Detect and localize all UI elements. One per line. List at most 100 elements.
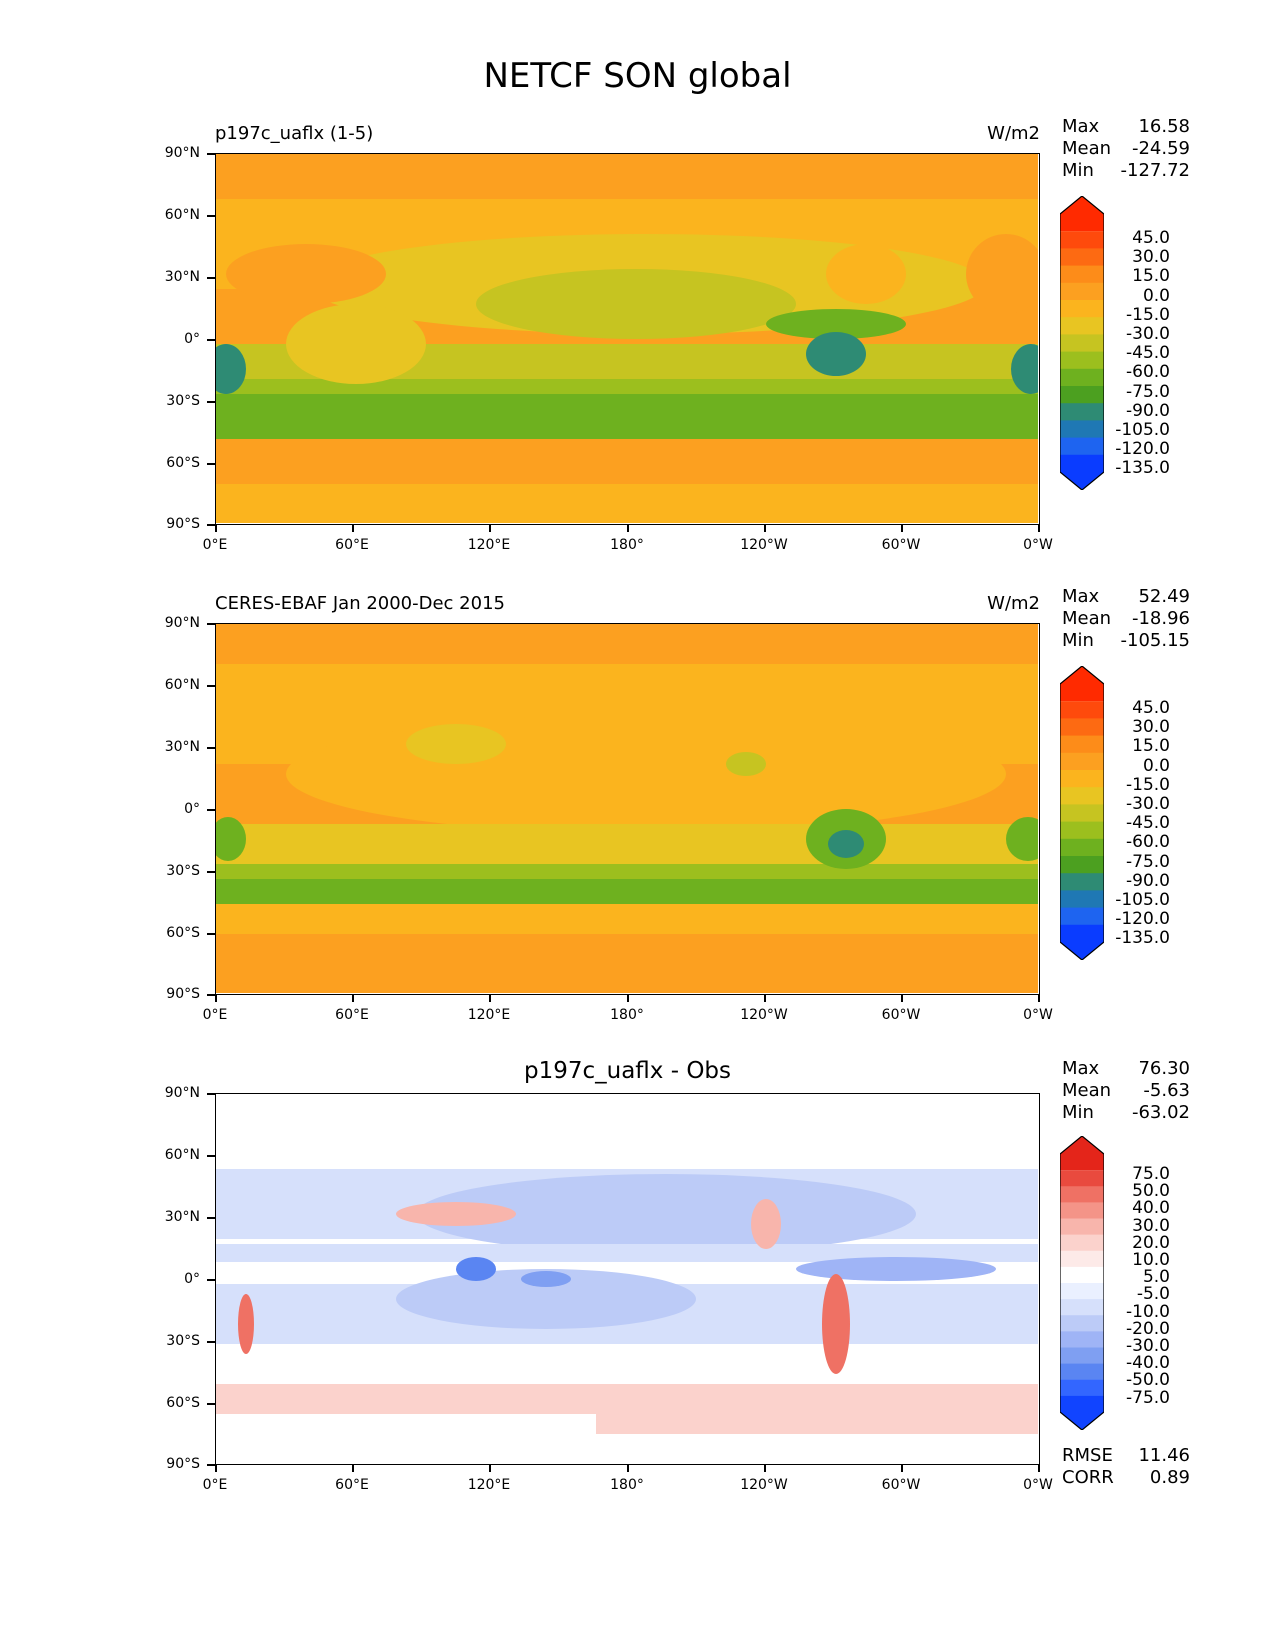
map-obs <box>215 623 1040 995</box>
stat-label: Mean <box>1062 608 1112 629</box>
colorbar-label: -105.0 <box>1115 890 1170 910</box>
colorbar-segment <box>1060 873 1104 891</box>
units-label: W/m2 <box>987 593 1040 614</box>
stat-label: RMSE <box>1062 1445 1113 1466</box>
colorbar-segment <box>1060 666 1104 702</box>
x-tick-label: 120°E <box>467 1007 511 1023</box>
colorbar-segment <box>1060 718 1104 737</box>
x-tick-label: 0°W <box>1023 1007 1053 1023</box>
colorbar-segment <box>1060 924 1104 960</box>
panel-title: p197c_uaflx - Obs <box>523 1058 732 1084</box>
x-tick-label: 180° <box>610 1007 644 1023</box>
y-tick-label: 60°N <box>164 1147 200 1163</box>
colorbar-label: 0.0 <box>1142 755 1170 776</box>
stat-value: -127.72 <box>1120 160 1190 181</box>
map-diff <box>215 1093 1040 1465</box>
colorbar-segment <box>1060 351 1104 370</box>
colorbar-label: -135.0 <box>1115 928 1170 949</box>
x-tick-label: 60°E <box>335 537 369 553</box>
colorbar-segment <box>1060 1202 1104 1219</box>
colorbar-segment <box>1060 386 1104 404</box>
colorbar-label: 30.0 <box>1132 247 1170 268</box>
stat-value: 16.58 <box>1138 116 1190 137</box>
stat-label: Min <box>1062 630 1094 651</box>
colorbar-segment <box>1060 403 1104 421</box>
panel-title: CERES-EBAF Jan 2000-Dec 2015 <box>215 593 505 614</box>
colorbar-label: -135.0 <box>1115 458 1170 479</box>
colorbar-label: -120.0 <box>1115 909 1170 930</box>
colorbar-segment <box>1060 701 1104 719</box>
colorbar-label: -5.0 <box>1136 1284 1170 1305</box>
x-tick-label: 0°E <box>202 1477 228 1493</box>
colorbar-label: -90.0 <box>1126 870 1170 891</box>
colorbar-segment <box>1060 420 1104 439</box>
colorbar-label: -75.0 <box>1126 1387 1170 1408</box>
y-tick-label: 90°N <box>164 615 200 631</box>
colorbar-label: 30.0 <box>1132 1215 1170 1236</box>
stat-label: Max <box>1062 116 1100 137</box>
colorbar-label: -15.0 <box>1126 774 1170 795</box>
colorbar-label: -60.0 <box>1126 832 1170 853</box>
colorbar-segment <box>1060 1136 1104 1171</box>
colorbar-label: -75.0 <box>1126 851 1170 872</box>
colorbar-segment <box>1060 838 1104 857</box>
stats-box: Max 52.49 Mean -18.96 Min -105.15 <box>1062 586 1190 652</box>
x-tick-label: 0°E <box>202 537 228 553</box>
colorbar-segment <box>1060 368 1104 387</box>
colorbar-label: 50.0 <box>1132 1181 1170 1202</box>
y-tick-label: 30°S <box>166 393 200 409</box>
x-tick-label: 120°W <box>740 1477 788 1493</box>
colorbar-segment <box>1060 804 1104 823</box>
colorbar-label: 5.0 <box>1142 1267 1170 1288</box>
x-tick-label: 180° <box>610 537 644 553</box>
y-tick-label: 0° <box>184 801 200 817</box>
colorbar-segment <box>1060 1234 1104 1252</box>
x-tick-label: 0°W <box>1023 537 1053 553</box>
colorbar-label: 45.0 <box>1132 228 1170 248</box>
colorbar-segment <box>1060 1315 1104 1332</box>
y-tick-label: 30°S <box>166 1333 200 1349</box>
colorbar-segment <box>1060 770 1104 788</box>
y-tick-label: 90°S <box>166 516 200 532</box>
colorbar-segment <box>1060 1299 1104 1316</box>
x-tick-label: 60°W <box>881 537 921 553</box>
y-tick-label: 30°N <box>164 269 200 285</box>
colorbar-segment <box>1060 1331 1104 1348</box>
colorbar-label: -105.0 <box>1115 420 1170 440</box>
colorbar-segment <box>1060 1250 1104 1268</box>
colorbar-segment <box>1060 1186 1104 1203</box>
stat-label: Mean <box>1062 1080 1112 1101</box>
colorbar-label: 30.0 <box>1132 717 1170 738</box>
stat-label: Max <box>1062 1058 1100 1079</box>
colorbar-segment <box>1060 334 1104 353</box>
colorbar-label: 15.0 <box>1132 266 1170 287</box>
colorbar-segment <box>1060 1347 1104 1365</box>
error-stats: RMSE 11.46 CORR 0.89 <box>1062 1445 1190 1489</box>
stat-value: 0.89 <box>1149 1467 1190 1488</box>
colorbar <box>1060 666 1104 960</box>
colorbar-segment <box>1060 1266 1104 1284</box>
map-field <box>216 624 1038 993</box>
colorbar-segment <box>1060 1218 1104 1236</box>
stat-label: Min <box>1062 160 1094 181</box>
stat-label: CORR <box>1062 1467 1114 1488</box>
stat-value: 11.46 <box>1138 1445 1190 1466</box>
panel-diff: p197c_uaflx - Obs 90°N 60°N 30°N 0° 30°S… <box>0 0 1275 1493</box>
y-tick-label: 30°S <box>166 863 200 879</box>
x-tick-label: 120°W <box>740 537 788 553</box>
colorbar-segment <box>1060 265 1104 284</box>
panel-title: p197c_uaflx (1-5) <box>215 123 374 144</box>
map-model <box>215 153 1040 525</box>
x-tick-label: 60°W <box>881 1477 921 1493</box>
stats-box: Max 16.58 Mean -24.59 Min -127.72 <box>1062 116 1190 182</box>
y-tick-label: 60°N <box>164 207 200 223</box>
panel-model: p197c_uaflx (1-5) W/m2 90°N 60°N 30°N 0°… <box>0 0 1275 553</box>
colorbar-label: -40.0 <box>1126 1353 1170 1374</box>
y-tick-label: 60°N <box>164 677 200 693</box>
colorbar-segment <box>1060 1170 1104 1187</box>
y-tick-label: 0° <box>184 1271 200 1287</box>
colorbar-label: -50.0 <box>1126 1370 1170 1391</box>
map-field <box>216 1094 1038 1463</box>
stat-value: -24.59 <box>1131 138 1190 159</box>
colorbar-segment <box>1060 907 1104 926</box>
